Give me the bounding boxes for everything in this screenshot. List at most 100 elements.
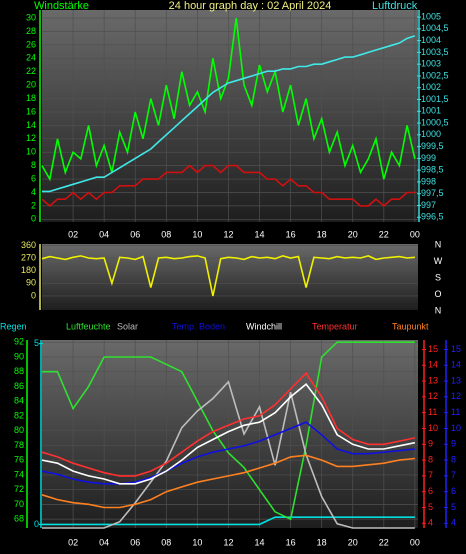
data-line [41,164,415,207]
y-tick-label: 1003,5 [421,47,449,57]
y-tick-label: 90 [14,351,24,361]
y-tick-label: 82 [14,410,24,420]
x-tick-label: 16 [286,537,296,547]
y-tick-label: 5 [451,502,456,512]
y-tick-label: 997,5 [421,188,444,198]
x-tick-label: 06 [130,229,140,239]
y-tick-label: 76 [14,455,24,465]
x-tick-label: 20 [348,229,358,239]
y-tick-label: 1001,5 [421,94,449,104]
legend-entry: Windchill [246,321,282,331]
data-line [41,255,415,297]
y-tick-label: 1002,5 [421,70,449,80]
y-tick-label: 6 [451,486,456,496]
x-tick-label: 18 [317,537,327,547]
y-tick-label: 0 [31,214,36,224]
x-tick-label: 02 [68,229,78,239]
x-tick-label: 20 [348,537,358,547]
y-axis-label: Windstärke [34,0,89,12]
y-tick-label: 74 [14,469,24,479]
y-tick-label: 8 [428,454,433,464]
x-tick-label: 12 [223,229,233,239]
legend-entry: Regen [0,321,27,331]
y-tick-label: 7 [451,470,456,480]
y-tick-label: 70 [14,499,24,509]
y-tick-label: 1004 [421,35,441,45]
y-tick-label: 4 [451,518,456,528]
x-tick-label: 16 [286,229,296,239]
compass-label: N [435,305,442,315]
y-tick-label: 1003 [421,59,441,69]
y-tick-label: 8 [451,454,456,464]
y-tick-label: 13 [451,375,461,385]
y-tick-label: 11 [451,407,460,417]
y-tick-label: 1001 [421,106,441,116]
x-tick-label: 00 [410,229,420,239]
y-tick-label: 90 [26,278,36,288]
data-line [41,17,416,182]
y-tick-label: 16 [26,106,36,116]
compass-label: S [435,272,441,282]
plot-background [42,244,418,310]
y-tick-label: 1005 [421,11,441,21]
x-tick-label: 10 [192,537,202,547]
y-tick-label: 72 [14,484,24,494]
x-tick-label: 22 [379,229,389,239]
x-tick-label: 14 [255,537,265,547]
data-line [41,371,416,477]
y-tick-label: 1004,5 [421,23,449,33]
y-tick-label: 6 [31,173,36,183]
y-tick-label: 18 [26,93,36,103]
y-tick-label: 998,5 [421,165,444,175]
y-tick-label: 4 [31,187,36,197]
y-tick-label: 14 [428,360,438,370]
y-tick-label: 10 [428,423,438,433]
y-tick-label: 4 [428,518,433,528]
data-line [41,454,415,509]
y-tick-label: 0 [31,290,36,300]
legend-entry: Solar [117,321,138,331]
data-line [41,421,415,485]
x-tick-label: 02 [68,537,78,547]
data-line [42,341,415,521]
plot-background [42,340,418,528]
x-tick-label: 22 [379,537,389,547]
data-line [41,383,416,485]
y-tick-label: 2 [31,200,36,210]
compass-label: W [434,256,443,266]
legend-entry: Temperatur [312,321,358,331]
y-tick-label: 24 [26,53,36,63]
y-tick-label: 86 [14,381,24,391]
x-tick-label: 14 [255,229,265,239]
y-tick-label: 7 [428,470,433,480]
x-tick-label: 08 [161,537,171,547]
chart-title: 24 hour graph day : 02 April 2024 [169,0,332,12]
y-tick-label: 998 [421,176,436,186]
y-tick-label: 0 [34,519,39,529]
y-tick-label: 26 [26,39,36,49]
y-tick-label: 68 [14,514,24,524]
y-tick-label: 997 [421,200,436,210]
x-tick-label: 10 [192,229,202,239]
legend-entry: Luftfeuchte [66,321,111,331]
x-tick-label: 08 [161,229,171,239]
y-tick-label: 10 [26,147,36,157]
data-line [42,380,415,529]
y-tick-label: 10 [451,423,461,433]
y2-axis-label: Luftdruck [372,0,418,12]
x-tick-label: 04 [99,229,109,239]
y-tick-label: 270 [21,252,36,262]
y-tick-label: 30 [26,12,36,22]
y-tick-label: 360 [21,240,36,250]
y-tick-label: 92 [14,337,24,347]
legend-entry: Taupunkt [392,321,429,331]
y-tick-label: 11 [428,407,437,417]
x-tick-label: 12 [223,537,233,547]
data-line [42,35,416,193]
y-tick-label: 22 [26,66,36,76]
y-tick-label: 12 [428,391,438,401]
y-tick-label: 999 [421,153,436,163]
y-tick-label: 15 [428,344,438,354]
y-tick-label: 1000,5 [421,117,449,127]
